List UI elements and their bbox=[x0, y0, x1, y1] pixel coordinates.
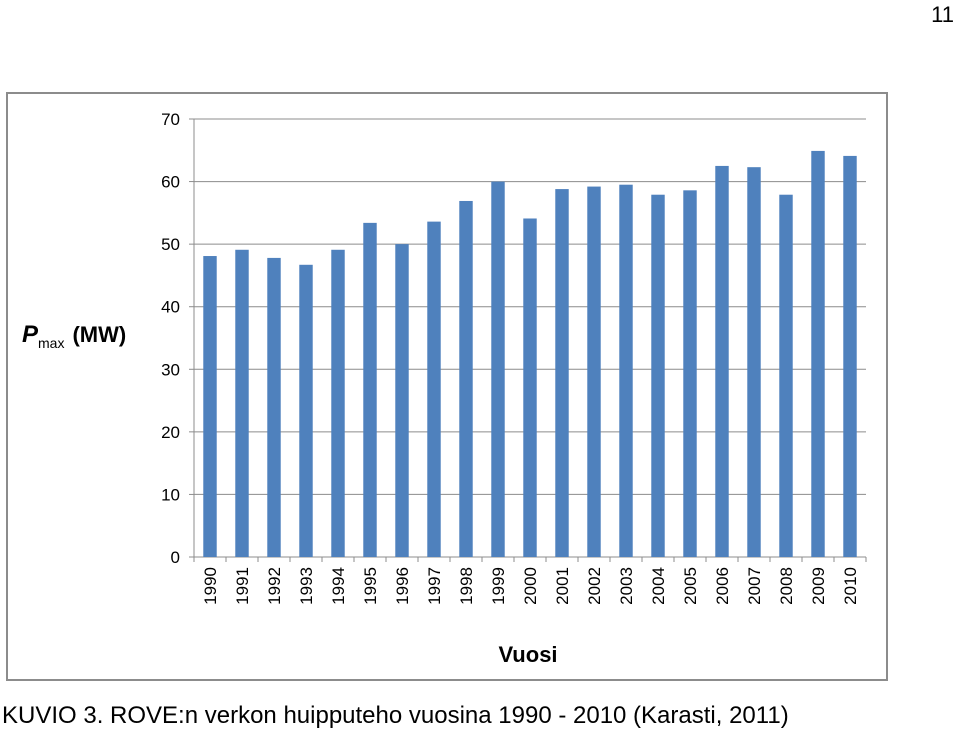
page-number: 11 bbox=[931, 2, 954, 27]
x-tick-label: 2006 bbox=[713, 567, 732, 605]
x-tick-label: 2009 bbox=[809, 567, 828, 605]
x-tick-label: 2004 bbox=[649, 567, 668, 605]
bar-2000 bbox=[523, 218, 537, 557]
bar-2001 bbox=[555, 189, 569, 557]
y-tick-label: 40 bbox=[161, 298, 180, 317]
bar-2002 bbox=[587, 186, 601, 557]
x-tick-label: 1992 bbox=[265, 567, 284, 605]
bar-2003 bbox=[619, 184, 633, 557]
x-tick-label: 1998 bbox=[457, 567, 476, 605]
y-axis-label-main: P bbox=[22, 321, 39, 348]
x-tick-label: 2008 bbox=[777, 567, 796, 605]
x-tick-label: 2007 bbox=[745, 567, 764, 605]
bar-1995 bbox=[363, 222, 377, 557]
y-axis-label-unit: (MW) bbox=[72, 322, 126, 347]
x-tick-label: 1994 bbox=[329, 567, 348, 605]
bar-2006 bbox=[715, 165, 729, 557]
bar-1990 bbox=[203, 256, 217, 557]
y-tick-label: 60 bbox=[161, 173, 180, 192]
y-tick-label: 50 bbox=[161, 235, 180, 254]
bar-1992 bbox=[267, 257, 281, 557]
bar-2008 bbox=[779, 194, 793, 557]
bar-1999 bbox=[491, 181, 505, 558]
bar-1993 bbox=[299, 264, 313, 557]
bar-1996 bbox=[395, 244, 409, 557]
x-tick-label: 1999 bbox=[489, 567, 508, 605]
x-tick-label: 1993 bbox=[297, 567, 316, 605]
y-tick-label: 30 bbox=[161, 360, 180, 379]
y-axis-label: Pmax (MW) bbox=[22, 321, 126, 351]
bar-2009 bbox=[811, 150, 825, 557]
bar-1994 bbox=[331, 249, 345, 557]
x-tick-label: 1990 bbox=[201, 567, 220, 605]
x-tick-label: 2003 bbox=[617, 567, 636, 605]
figure-caption: KUVIO 3. ROVE:n verkon huipputeho vuosin… bbox=[2, 702, 789, 729]
bars bbox=[203, 150, 857, 558]
y-tick-label: 20 bbox=[161, 423, 180, 442]
bar-chart: 0 10 20 30 40 50 60 70 1990 1991 1992 1993 1994 1995 1… bbox=[22, 110, 867, 667]
bar-2005 bbox=[683, 190, 697, 557]
y-axis-label-sub: max bbox=[38, 335, 64, 351]
x-tick-label: 2005 bbox=[681, 567, 700, 605]
bar-2004 bbox=[651, 194, 665, 557]
y-tick-label: 70 bbox=[161, 110, 180, 129]
x-tick-label: 2001 bbox=[553, 567, 572, 605]
chart-frame: 0 10 20 30 40 50 60 70 1990 1991 1992 1993 1994 1995 1… bbox=[6, 92, 888, 681]
x-tick-label: 1995 bbox=[361, 567, 380, 605]
x-tick-label: 1997 bbox=[425, 567, 444, 605]
x-tick-label: 2002 bbox=[585, 567, 604, 605]
x-tick-label: 1991 bbox=[233, 567, 252, 605]
bar-2007 bbox=[747, 167, 761, 557]
y-tick-label: 0 bbox=[171, 548, 180, 567]
bar-1998 bbox=[459, 200, 473, 557]
x-axis-label: Vuosi bbox=[498, 642, 557, 667]
bar-2010 bbox=[843, 155, 857, 557]
x-tick-label: 1996 bbox=[393, 567, 412, 605]
tick-labels: 0 10 20 30 40 50 60 70 1990 1991 1992 1993 1994 1995 1… bbox=[161, 110, 860, 605]
bar-1991 bbox=[235, 249, 249, 557]
x-tick-label: 2010 bbox=[841, 567, 860, 605]
x-tick-label: 2000 bbox=[521, 567, 540, 605]
bar-1997 bbox=[427, 221, 441, 558]
y-tick-label: 10 bbox=[161, 485, 180, 504]
